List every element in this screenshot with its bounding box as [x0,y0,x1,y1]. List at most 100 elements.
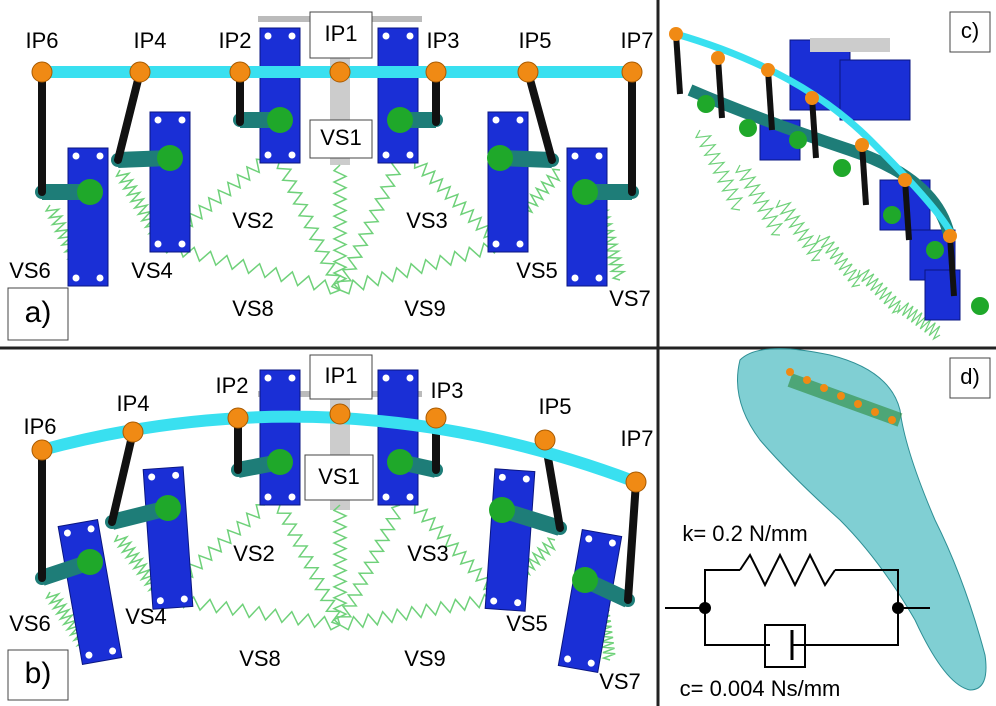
panel-label: c) [961,18,979,43]
point-label: IP5 [518,28,551,53]
block-hole [265,375,272,382]
panel-label: d) [960,364,980,389]
block-hole [572,275,579,282]
spring-label: VS5 [516,258,558,283]
panel_c: c) [669,12,990,339]
rod [676,34,680,94]
block-hole [407,375,414,382]
servo-block [485,469,535,611]
rod [768,70,772,130]
green-hub [267,449,293,475]
spring-label: VS7 [599,669,641,694]
damping-constant: c= 0.004 Ns/mm [680,676,841,701]
rod [718,58,722,118]
ball-joint [837,392,845,400]
block-hole [407,33,414,40]
block-hole [493,241,500,248]
block-body [567,148,607,286]
rod [628,482,636,600]
rod [528,72,552,160]
spring-label: VS6 [9,258,51,283]
point-label: IP2 [215,373,248,398]
point-label: IP3 [426,28,459,53]
spring [776,200,821,261]
green-hub [157,145,183,171]
ball-joint [854,400,862,408]
block-hole [383,33,390,40]
spring [337,505,400,625]
block-hole [383,375,390,382]
point-label: IP1 [324,21,357,46]
spring-label: VS4 [125,604,167,629]
ball-joint [535,430,555,450]
block-body [58,520,122,665]
block-hole [97,275,104,282]
green-hub [489,497,515,523]
block-hole [265,494,272,501]
green-hub [926,241,944,259]
panel_d: k= 0.2 N/mm c= 0.004 Ns/mm d) [665,349,990,701]
circuit-wire [792,608,898,645]
rod [862,145,866,205]
ball-joint [622,62,642,82]
block-hole [265,152,272,159]
block-body [68,148,108,286]
spring-label: VS2 [232,208,274,233]
ball-joint [669,27,683,41]
panel-label: a) [25,296,52,329]
rod [950,236,954,296]
block-hole [517,241,524,248]
top-plate [810,38,890,52]
spring [340,243,500,293]
block-hole [517,117,524,124]
green-hub [155,495,181,521]
servo-block [58,520,122,665]
block-hole [383,152,390,159]
spring-label: VS4 [131,258,173,283]
block-body [485,469,535,611]
spring-label: VS8 [232,296,274,321]
spring-constant: k= 0.2 N/mm [682,521,807,546]
rod [905,180,909,240]
point-label: IP7 [620,28,653,53]
point-label: IP1 [324,363,357,388]
spring [277,160,340,290]
green-hub [387,449,413,475]
point-label: IP4 [133,28,166,53]
ball-joint [426,62,446,82]
panel-label: b) [25,657,52,690]
green-hub [77,549,103,575]
block-hole [155,117,162,124]
ball-joint [230,62,250,82]
ball-joint [803,376,811,384]
servo-block [567,148,607,286]
spring [857,269,900,312]
point-label: IP6 [23,414,56,439]
servo-block [840,60,910,120]
block-hole [289,33,296,40]
block-hole [289,375,296,382]
block-body [488,112,528,252]
panel_b: IP6IP4IP2IP1IP3IP5IP7VS1VS2VS3VS4VS5VS6V… [8,355,654,700]
block-hole [596,153,603,160]
ball-joint [32,62,52,82]
green-hub [971,297,989,315]
spring-label: VS8 [239,646,281,671]
spring [696,130,742,210]
spring-label: VS5 [506,611,548,636]
ball-joint [711,51,725,65]
rod [112,432,133,522]
block-hole [179,117,186,124]
point-label: IP7 [620,426,653,451]
block-hole [407,152,414,159]
ball-joint [130,62,150,82]
circuit-wire [665,570,740,608]
point-label: IP3 [430,378,463,403]
spring-label: VS9 [404,296,446,321]
spring-label: VS1 [320,125,362,150]
ball-joint [820,384,828,392]
servo-block [150,112,190,252]
block-body [378,370,418,505]
ball-joint [123,422,143,442]
servo-block [260,28,300,163]
